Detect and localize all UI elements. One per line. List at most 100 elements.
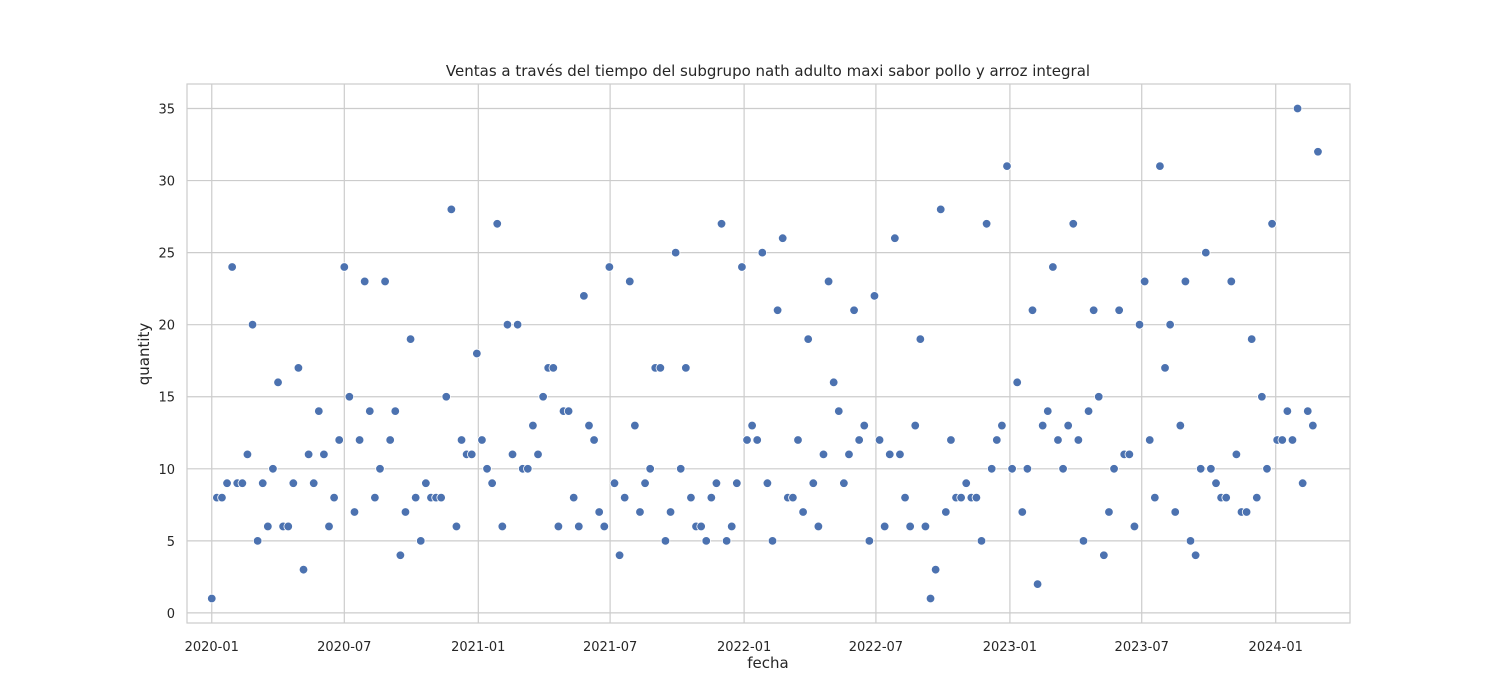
data-point — [247, 319, 258, 330]
data-point — [298, 564, 309, 575]
data-point — [1252, 492, 1262, 503]
data-point — [619, 492, 630, 503]
data-point — [1226, 276, 1236, 287]
data-point — [732, 478, 742, 488]
data-point — [467, 449, 477, 460]
data-point — [329, 492, 339, 503]
data-point — [1078, 536, 1089, 546]
data-point — [217, 492, 227, 503]
data-point — [635, 507, 645, 517]
data-point — [1257, 392, 1267, 402]
data-point — [645, 464, 655, 474]
data-point — [446, 204, 457, 215]
data-point — [727, 521, 737, 532]
data-point — [1145, 435, 1155, 445]
data-point — [1068, 219, 1078, 229]
data-point — [869, 291, 880, 301]
data-point — [640, 478, 650, 488]
data-point — [676, 464, 686, 474]
data-point — [563, 406, 574, 416]
data-point — [589, 435, 599, 445]
y-tick-label: 0 — [167, 607, 175, 622]
data-point — [890, 233, 900, 243]
data-point — [1282, 406, 1293, 416]
data-point — [1165, 319, 1175, 330]
data-point — [1221, 492, 1231, 503]
data-point — [854, 435, 864, 445]
data-point — [441, 392, 451, 402]
data-point — [696, 521, 706, 532]
data-point — [523, 464, 533, 474]
data-point — [665, 507, 676, 517]
data-point — [686, 492, 696, 503]
data-point — [1083, 406, 1094, 416]
data-point — [502, 319, 513, 330]
y-tick-label: 25 — [158, 247, 175, 262]
data-point — [288, 478, 299, 488]
data-point — [834, 406, 844, 416]
data-point — [548, 363, 559, 373]
x-tick-label: 2020-01 — [185, 640, 239, 655]
data-point — [533, 449, 543, 460]
data-point — [981, 219, 992, 229]
data-point — [1180, 276, 1191, 287]
data-point — [614, 550, 625, 560]
data-point — [252, 536, 263, 546]
y-tick-label: 35 — [158, 103, 175, 118]
data-point — [1175, 420, 1186, 431]
data-point — [1150, 492, 1160, 503]
data-point — [670, 247, 681, 258]
data-point — [920, 521, 931, 532]
data-point — [823, 276, 834, 287]
data-point — [538, 392, 548, 402]
data-point — [793, 435, 803, 445]
data-point — [798, 507, 808, 517]
data-point — [818, 449, 829, 460]
data-point — [609, 478, 620, 488]
data-point — [410, 492, 421, 503]
data-point — [721, 536, 732, 546]
chart-title: Ventas a través del tiempo del subgrupo … — [446, 62, 1090, 80]
data-point — [359, 276, 370, 287]
x-tick-label: 2020-07 — [317, 640, 371, 655]
data-point — [528, 420, 538, 431]
data-point — [314, 406, 324, 416]
data-point — [1114, 305, 1124, 315]
data-point — [1303, 406, 1313, 416]
data-point — [747, 420, 757, 431]
data-point — [319, 449, 329, 460]
data-point — [1124, 449, 1135, 460]
data-point — [941, 507, 951, 517]
data-point — [482, 464, 492, 474]
data-point — [859, 420, 869, 431]
data-point — [1190, 550, 1201, 560]
data-point — [1277, 435, 1287, 445]
data-point — [1241, 507, 1252, 517]
data-point — [584, 420, 594, 431]
data-point — [849, 305, 859, 315]
y-tick-label: 30 — [158, 175, 175, 190]
data-point — [910, 420, 920, 431]
data-point — [1048, 262, 1058, 272]
data-point — [492, 219, 502, 229]
data-point — [885, 449, 895, 460]
data-point — [472, 348, 482, 359]
y-tick-label: 10 — [158, 463, 175, 478]
data-point — [273, 377, 283, 388]
data-point — [507, 449, 518, 460]
data-point — [1129, 521, 1140, 532]
data-point — [813, 521, 824, 532]
data-point — [390, 406, 400, 416]
data-point — [303, 449, 314, 460]
x-axis-label: fecha — [747, 654, 788, 672]
data-point — [956, 492, 966, 503]
y-tick-label: 5 — [167, 535, 175, 550]
data-point — [987, 464, 997, 474]
data-point — [925, 593, 936, 604]
data-points — [207, 103, 1323, 604]
data-point — [706, 492, 717, 503]
data-point — [370, 492, 380, 503]
data-point — [237, 478, 248, 488]
data-point — [385, 435, 395, 445]
